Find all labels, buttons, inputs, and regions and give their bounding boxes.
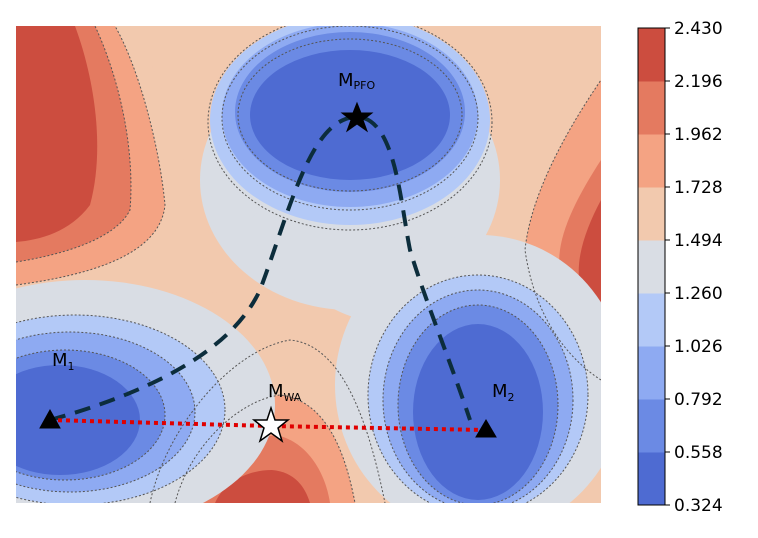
contour-line — [149, 339, 386, 503]
label-m1-sub: 1 — [68, 360, 75, 373]
colorbar-ticks: 0.324 0.558 0.792 1.026 1.260 1.494 1.728 1.962… — [665, 19, 723, 516]
colorbar-segment — [638, 293, 665, 347]
colorbar-segment — [638, 81, 665, 135]
colorbar: 0.324 0.558 0.792 1.026 1.260 1.494 1.728 1.962… — [637, 19, 723, 516]
label-mwa-main: M — [268, 381, 284, 402]
contour-line — [237, 38, 463, 192]
contour-line — [16, 331, 196, 493]
colorbar-segment — [638, 134, 665, 188]
label-m2-main: M — [492, 381, 508, 402]
colorbar-segment — [638, 346, 665, 400]
marker-mwa-star — [251, 405, 291, 443]
marker-m2-triangle — [475, 419, 497, 438]
colorbar-segment — [638, 399, 665, 453]
label-m1: M1 — [52, 350, 75, 373]
colorbar-tick-label: 0.558 — [674, 443, 723, 463]
contour-line — [16, 314, 226, 503]
colorbar-tick-label: 2.196 — [674, 72, 723, 92]
contour-plot — [16, 26, 601, 503]
contour-line — [16, 349, 166, 481]
colorbar-tick-label: 1.260 — [674, 284, 723, 304]
colorbar-tick-label: 0.324 — [674, 496, 723, 516]
contour-line — [16, 26, 166, 286]
label-mpfo-sub: PFO — [354, 79, 376, 92]
contour-line — [524, 79, 601, 381]
marker-m1-triangle — [39, 408, 61, 429]
colorbar-tick-label: 1.026 — [674, 337, 723, 357]
colorbar-segment — [638, 187, 665, 241]
contour-lines — [16, 26, 601, 503]
path-via-mpfo — [49, 114, 472, 422]
colorbar-segment — [638, 240, 665, 294]
label-m2-sub: 2 — [508, 391, 515, 404]
colorbar-tick-label: 1.962 — [674, 125, 723, 145]
colorbar-tick-label: 1.494 — [674, 231, 723, 251]
colorbar-tick-label: 0.792 — [674, 390, 723, 410]
label-mpfo: MPFO — [338, 70, 375, 92]
path-via-mwa — [49, 418, 487, 432]
colorbar-segments — [638, 28, 665, 506]
contour-line — [397, 304, 559, 503]
colorbar-tick-label: 2.430 — [674, 19, 723, 39]
contour-line — [382, 289, 574, 503]
label-mwa-sub: WA — [284, 391, 302, 404]
contour-band-m2-l0 — [413, 324, 543, 500]
marker-mpfo-star — [340, 101, 374, 133]
contour-line — [16, 26, 132, 263]
contour-line — [367, 274, 589, 503]
colorbar-segment — [638, 28, 665, 82]
label-m1-main: M — [52, 350, 68, 371]
label-mwa: MWA — [268, 381, 302, 404]
label-m2: M2 — [492, 381, 515, 404]
colorbar-frame — [637, 27, 666, 506]
colorbar-tick-label: 1.728 — [674, 178, 723, 198]
contour-line — [221, 26, 479, 211]
label-mpfo-main: M — [338, 70, 354, 91]
colorbar-segment — [638, 452, 665, 506]
contour-line — [207, 26, 493, 231]
contour-band-left-coral — [16, 26, 98, 242]
